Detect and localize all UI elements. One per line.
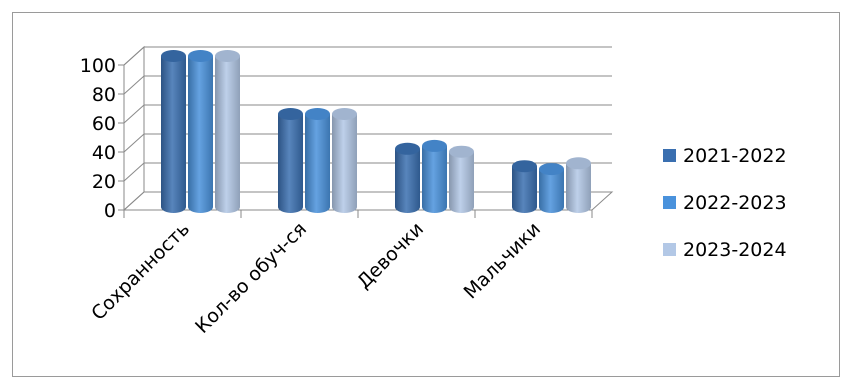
bar-top (422, 139, 447, 152)
bars (161, 50, 591, 213)
y-tick-label: 100 (80, 55, 116, 77)
gridline-diag (123, 133, 145, 153)
bar-top (566, 157, 591, 170)
bar (539, 163, 564, 213)
bar (161, 50, 186, 213)
x-tick-label: Кол-во обуч-ся (191, 218, 311, 338)
bar-top (332, 108, 357, 120)
legend: 2021-2022 2022-2023 2023-2024 (663, 145, 787, 261)
bar-top (512, 160, 537, 173)
bar (215, 50, 240, 213)
y-axis: 0 20 40 60 80 100 (80, 55, 125, 222)
bar-body (188, 56, 213, 213)
bar-body (278, 114, 303, 213)
bar-body (305, 114, 330, 213)
bar (278, 108, 303, 213)
bar-top (395, 142, 420, 155)
bar (395, 142, 420, 213)
legend-label: 2023-2024 (683, 239, 787, 261)
bar-body (161, 56, 186, 213)
bar (188, 50, 213, 213)
bar-body (566, 163, 591, 213)
legend-label: 2022-2023 (683, 192, 787, 214)
bar-body (449, 151, 474, 213)
x-tick-label: Девочки (353, 218, 428, 293)
bar (332, 108, 357, 213)
gridline-diag (123, 191, 145, 211)
bar (449, 145, 474, 213)
bar-top (278, 108, 303, 120)
bar (305, 108, 330, 213)
side-wall (123, 45, 145, 210)
x-tick-label: Сохранность (87, 218, 194, 325)
legend-item: 2021-2022 (663, 145, 787, 167)
bar-body (539, 169, 564, 213)
bar (566, 157, 591, 213)
bar (422, 139, 447, 213)
bar-top (539, 163, 564, 176)
bar-body (332, 114, 357, 213)
legend-item: 2023-2024 (663, 239, 787, 261)
y-tick-label: 0 (104, 200, 116, 222)
bar-body (422, 145, 447, 213)
y-tick-label: 20 (92, 171, 116, 193)
y-tick-label: 40 (92, 142, 116, 164)
gridline-diag (123, 104, 145, 124)
y-tick-label: 80 (92, 84, 116, 106)
legend-swatch (663, 243, 676, 256)
bar-body (512, 166, 537, 213)
gridline-diag (123, 46, 145, 66)
bar-top (215, 50, 240, 62)
bar-top (188, 50, 213, 62)
legend-label: 2021-2022 (683, 145, 787, 167)
bar-top (161, 50, 186, 62)
gridline-diag (123, 162, 145, 182)
legend-swatch (663, 149, 676, 162)
legend-swatch (663, 196, 676, 209)
bar-top (449, 145, 474, 158)
x-tick-label: Мальчики (460, 218, 545, 303)
gridline-diag (123, 75, 145, 95)
bar-body (395, 148, 420, 213)
legend-item: 2022-2023 (663, 192, 787, 214)
bar (512, 160, 537, 213)
bar-top (305, 108, 330, 120)
y-tick-label: 60 (92, 113, 116, 135)
bar-body (215, 56, 240, 213)
